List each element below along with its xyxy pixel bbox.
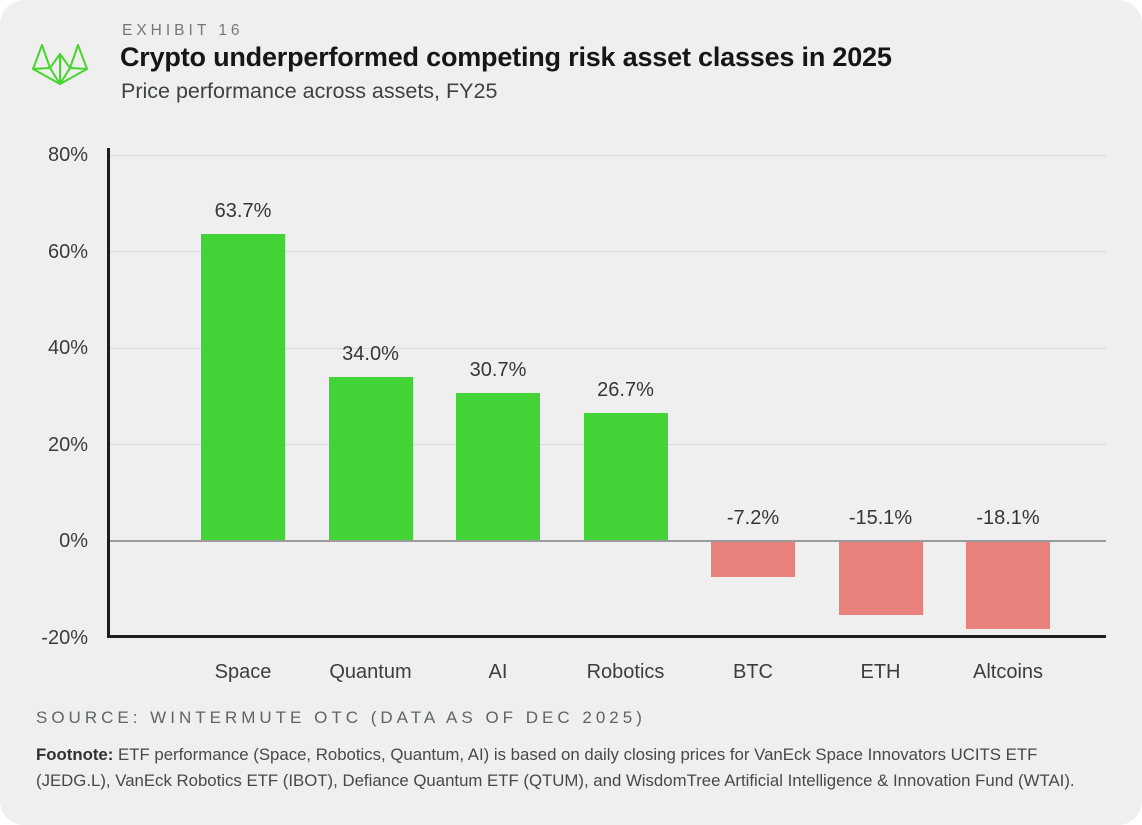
exhibit-number-label: EXHIBIT 16 [122, 22, 244, 39]
y-axis-line [107, 148, 110, 638]
gridline [109, 251, 1106, 253]
footnote: Footnote: ETF performance (Space, Roboti… [36, 742, 1114, 794]
bar-quantum [328, 377, 413, 542]
bar-value-label: -15.1% [848, 507, 913, 530]
x-axis-line [107, 635, 1106, 638]
source-line: SOURCE: WINTERMUTE OTC (DATA AS OF DEC 2… [36, 708, 646, 727]
x-axis-category-label: Space [214, 661, 272, 683]
gridline [109, 347, 1106, 349]
bar-eth [838, 542, 923, 615]
x-axis-category-label: BTC [733, 661, 773, 683]
x-axis-category-label: ETH [860, 661, 901, 683]
x-axis-category-label: Quantum [329, 661, 412, 683]
bar-value-label: -18.1% [976, 507, 1040, 530]
bar-value-label: 26.7% [597, 378, 654, 401]
bar-btc [711, 542, 795, 577]
bar-value-label: 63.7% [214, 199, 272, 222]
x-axis-category-label: Altcoins [972, 661, 1044, 683]
y-axis-tick-label: -20% [41, 627, 88, 649]
bar-value-label: -7.2% [726, 507, 780, 530]
x-axis-category-label: Robotics [586, 661, 665, 683]
bar-ai [456, 393, 540, 542]
bar-altcoins [966, 542, 1050, 630]
zero-baseline [109, 540, 1106, 543]
wintermute-logo-icon [32, 44, 88, 85]
chart-title: Crypto underperformed competing risk ass… [120, 42, 892, 72]
y-axis-tick-label: 60% [47, 240, 88, 263]
y-axis-tick-label: 80% [47, 144, 88, 167]
gridline [109, 154, 1106, 156]
y-axis-tick-label: 0% [59, 530, 88, 553]
x-axis-category-label: AI [488, 661, 508, 683]
y-axis-tick-label: 40% [47, 337, 88, 360]
bar-robotics [583, 412, 668, 542]
bar-value-label: 34.0% [342, 343, 399, 366]
y-axis-tick-label: 20% [47, 433, 88, 456]
bar-value-label: 30.7% [469, 359, 527, 382]
chart-subtitle: Price performance across assets, FY25 [121, 79, 498, 103]
footnote-label: Footnote: [36, 745, 114, 764]
footnote-text: ETF performance (Space, Robotics, Quantu… [36, 745, 1075, 790]
bar-space [201, 233, 285, 542]
